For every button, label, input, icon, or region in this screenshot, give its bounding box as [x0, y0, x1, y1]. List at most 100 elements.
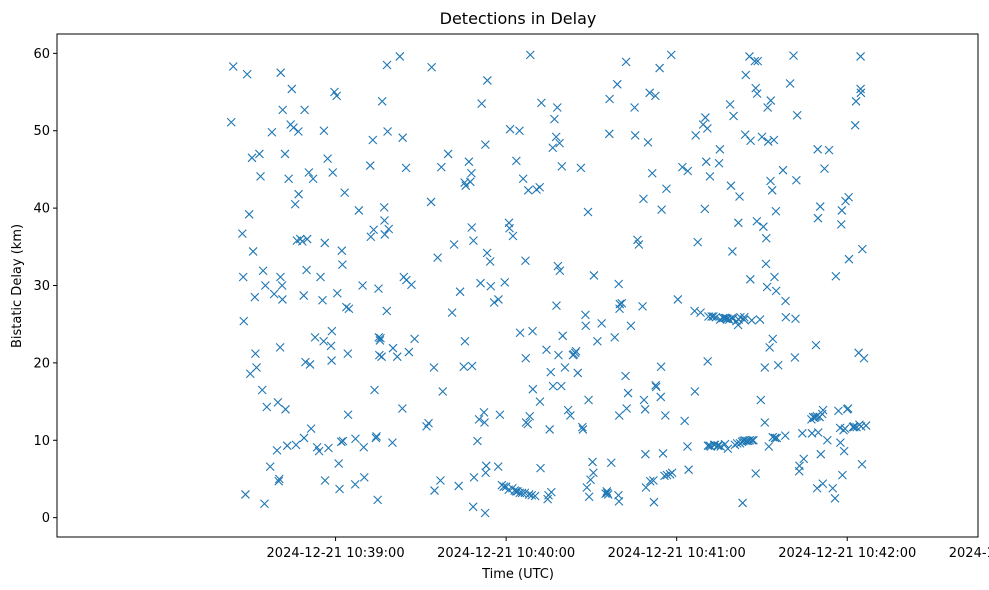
data-point	[750, 56, 760, 66]
data-point	[459, 362, 469, 372]
data-point	[571, 346, 581, 356]
data-point	[369, 225, 379, 235]
y-axis-label: Bistatic Delay (km)	[10, 224, 25, 348]
data-point	[524, 490, 534, 499]
data-point	[838, 470, 847, 480]
data-point	[515, 328, 525, 338]
data-point	[366, 232, 376, 242]
data-point	[621, 371, 630, 381]
data-point	[726, 181, 736, 191]
data-point	[836, 438, 845, 447]
data-point	[756, 395, 766, 405]
data-point	[733, 218, 743, 228]
data-point	[335, 484, 344, 494]
data-point	[824, 145, 834, 155]
x-tick-label: 2024-12-21 10:40:00	[437, 546, 575, 561]
data-point	[614, 411, 624, 420]
data-point	[639, 395, 649, 405]
data-point	[577, 422, 587, 432]
data-point	[379, 202, 389, 212]
data-point	[376, 333, 385, 343]
data-point	[696, 308, 705, 317]
data-point	[700, 204, 710, 214]
plot-frame	[56, 33, 979, 538]
data-point	[341, 302, 351, 312]
data-point	[474, 414, 484, 424]
data-point	[828, 483, 838, 493]
data-point	[535, 182, 545, 192]
data-point	[811, 340, 821, 350]
data-point	[320, 476, 330, 485]
data-point	[741, 70, 751, 80]
data-point	[691, 130, 701, 140]
data-point	[528, 326, 537, 336]
data-point	[429, 363, 439, 372]
data-point	[758, 222, 768, 232]
data-point	[477, 99, 487, 109]
x-axis-label: Time (UTC)	[481, 567, 554, 582]
data-point	[392, 352, 402, 362]
data-point	[584, 492, 594, 502]
data-point	[251, 349, 260, 358]
data-point	[447, 308, 457, 317]
data-point	[815, 202, 825, 211]
data-point	[336, 437, 346, 447]
data-point	[791, 314, 800, 324]
data-point	[657, 205, 667, 215]
data-point	[710, 440, 720, 450]
data-point	[481, 461, 491, 471]
data-point	[683, 166, 693, 176]
data-point	[525, 411, 535, 421]
data-point	[327, 356, 336, 365]
data-point	[265, 462, 275, 471]
y-tick-label: 10	[33, 434, 50, 449]
data-point	[795, 461, 804, 471]
data-point	[840, 424, 850, 434]
data-point	[365, 161, 375, 170]
data-point	[604, 129, 614, 139]
data-point	[407, 280, 416, 290]
data-point	[850, 120, 860, 130]
x-axis-ticks: 2024-12-21 10:39:00 2024-12-21 10:40:00 20…	[267, 537, 989, 561]
data-point	[258, 266, 268, 276]
data-point	[481, 468, 491, 478]
data-point	[617, 298, 627, 308]
y-tick-label: 20	[33, 356, 50, 371]
data-point	[648, 476, 658, 485]
data-point	[705, 171, 715, 181]
data-point	[558, 331, 568, 341]
data-point	[320, 238, 330, 248]
data-point	[622, 404, 632, 413]
data-point	[454, 481, 464, 491]
data-point	[530, 491, 540, 501]
data-point	[615, 299, 625, 309]
data-point	[482, 248, 492, 258]
data-point	[638, 302, 647, 311]
data-point	[738, 498, 748, 508]
data-point	[480, 140, 490, 150]
data-point	[789, 51, 798, 61]
data-point	[816, 449, 826, 459]
data-point	[766, 176, 775, 186]
data-point	[525, 50, 535, 60]
data-point	[645, 476, 655, 486]
data-point	[764, 442, 774, 451]
data-point	[856, 88, 866, 98]
data-point	[603, 490, 613, 499]
data-point	[602, 486, 612, 496]
y-tick-label: 60	[33, 47, 50, 62]
data-point	[398, 133, 408, 143]
data-point	[242, 69, 252, 79]
data-point	[377, 352, 387, 362]
data-point	[837, 206, 847, 215]
data-point	[614, 497, 624, 506]
data-point	[581, 310, 590, 320]
data-point	[820, 164, 829, 174]
data-point	[761, 233, 771, 243]
data-point	[469, 473, 479, 482]
data-point	[327, 326, 337, 336]
data-point	[272, 445, 282, 455]
data-point	[319, 126, 329, 136]
data-point	[552, 103, 562, 112]
